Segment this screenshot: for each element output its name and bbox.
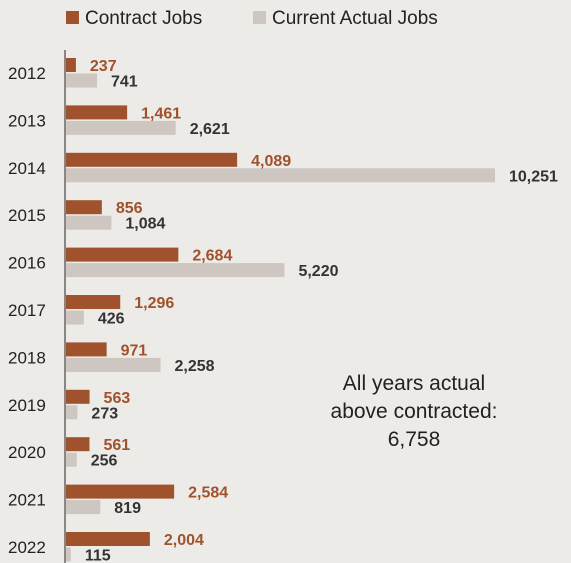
year-label-2018: 2018 xyxy=(8,348,46,367)
value-label-contract-2014: 4,089 xyxy=(251,153,291,170)
value-label-actual-2013: 2,621 xyxy=(190,121,230,138)
year-label-2019: 2019 xyxy=(8,396,46,415)
bar-actual-2020 xyxy=(66,452,77,467)
value-label-contract-2022: 2,004 xyxy=(164,532,204,549)
year-label-2014: 2014 xyxy=(8,159,46,178)
legend: Contract Jobs Current Actual Jobs xyxy=(66,8,438,29)
value-label-actual-2017: 426 xyxy=(98,311,125,328)
bar-contract-2020 xyxy=(66,437,90,452)
value-label-actual-2022: 115 xyxy=(85,548,111,563)
value-label-contract-2020: 561 xyxy=(103,437,130,454)
value-label-actual-2012: 741 xyxy=(111,74,138,91)
year-label-2012: 2012 xyxy=(8,64,46,83)
bar-contract-2021 xyxy=(66,484,175,499)
value-label-contract-2019: 563 xyxy=(104,390,131,407)
bar-actual-2015 xyxy=(66,215,112,230)
bar-contract-2022 xyxy=(66,532,150,546)
year-label-2021: 2021 xyxy=(8,491,46,510)
value-label-contract-2015: 856 xyxy=(116,200,143,217)
value-label-contract-2018: 971 xyxy=(121,342,148,359)
bar-actual-2013 xyxy=(66,120,176,135)
year-labels: 2012 2013 2014 2015 2016 2017 2018 2019 2020 2021… xyxy=(8,64,46,557)
annotation-line-1: All years actual xyxy=(343,372,485,395)
bar-contract-2018 xyxy=(66,342,107,357)
annotation-line-3: 6,758 xyxy=(388,428,441,451)
year-label-2013: 2013 xyxy=(8,111,46,130)
legend-label-actual: Current Actual Jobs xyxy=(272,8,438,29)
value-label-actual-2019: 273 xyxy=(91,405,118,422)
value-label-actual-2016: 5,220 xyxy=(298,263,338,280)
bar-actual-2017 xyxy=(66,310,84,325)
bar-contract-2016 xyxy=(66,247,179,262)
value-label-contract-2016: 2,684 xyxy=(192,248,232,265)
value-label-contract-2017: 1,296 xyxy=(134,295,174,312)
annotation: All years actual above contracted: 6,758 xyxy=(331,372,498,451)
year-label-2017: 2017 xyxy=(8,301,46,320)
bar-contract-2019 xyxy=(66,389,90,404)
value-label-actual-2014: 10,251 xyxy=(509,168,558,185)
bar-actual-2022 xyxy=(66,547,71,562)
bar-contract-2015 xyxy=(66,200,102,215)
year-label-2022: 2022 xyxy=(8,538,46,557)
legend-swatch-contract xyxy=(66,11,79,24)
bar-contract-2014 xyxy=(66,152,238,167)
legend-swatch-actual xyxy=(253,11,266,24)
bar-contract-2013 xyxy=(66,105,128,120)
bar-contract-2017 xyxy=(66,295,121,309)
value-label-actual-2018: 2,258 xyxy=(174,358,214,375)
bar-actual-2019 xyxy=(66,405,78,420)
bar-actual-2016 xyxy=(66,263,285,278)
value-label-actual-2020: 256 xyxy=(91,453,118,470)
value-label-actual-2021: 819 xyxy=(114,500,141,517)
year-label-2020: 2020 xyxy=(8,443,46,462)
bar-contract-2012 xyxy=(66,58,76,72)
value-label-actual-2015: 1,084 xyxy=(125,216,165,233)
bar-actual-2018 xyxy=(66,357,161,372)
bar-actual-2012 xyxy=(66,73,98,88)
annotation-line-2: above contracted: xyxy=(331,400,498,423)
bar-actual-2014 xyxy=(66,168,495,183)
year-label-2015: 2015 xyxy=(8,206,46,225)
bar-actual-2021 xyxy=(66,500,101,515)
value-label-contract-2012: 237 xyxy=(90,58,117,75)
year-label-2016: 2016 xyxy=(8,254,46,273)
value-label-contract-2013: 1,461 xyxy=(141,105,181,122)
bars xyxy=(66,58,495,562)
value-label-contract-2021: 2,584 xyxy=(188,485,228,502)
legend-label-contract: Contract Jobs xyxy=(85,8,202,29)
